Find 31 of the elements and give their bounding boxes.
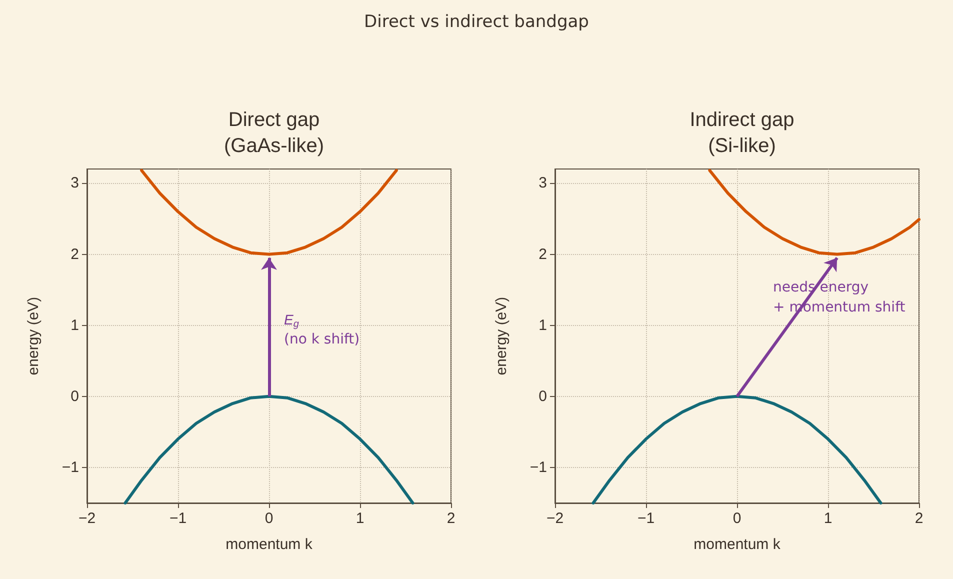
x-tick-label: 0 — [732, 510, 742, 527]
chart-title: Indirect gap (Si-like) — [690, 109, 794, 157]
y-tick-label: 2 — [538, 246, 547, 263]
y-axis-title: energy (eV) — [25, 296, 42, 376]
y-axis-title: energy (eV) — [493, 296, 510, 376]
x-tick-label: −2 — [78, 510, 96, 527]
line-series — [708, 168, 920, 256]
y-tick-label: −1 — [62, 458, 79, 476]
x-tick-label: −1 — [637, 510, 655, 527]
x-tick-label: −1 — [169, 510, 187, 527]
line-series — [592, 394, 882, 504]
x-tick-label: 1 — [824, 510, 832, 527]
y-tick-label: 1 — [538, 316, 547, 334]
x-tick-label: 0 — [264, 510, 274, 527]
y-tick-label: 0 — [70, 388, 79, 405]
x-tick-label: −2 — [546, 510, 564, 527]
y-tick-label: −1 — [530, 458, 547, 476]
y-tick-label: 1 — [70, 316, 79, 334]
x-axis-title: momentum k — [694, 536, 781, 553]
line-series — [140, 168, 398, 256]
line-series — [124, 394, 414, 504]
chart-title: Direct gap (GaAs-like) — [224, 109, 324, 157]
y-tick-label: 2 — [70, 246, 79, 263]
y-tick-label: 0 — [538, 388, 547, 405]
y-tick-label: 3 — [538, 174, 547, 192]
x-tick-label: 2 — [446, 510, 456, 527]
y-tick-label: 3 — [70, 174, 79, 192]
x-tick-label: 1 — [356, 510, 364, 527]
x-axis-title: momentum k — [226, 536, 313, 553]
text: Direct vs indirect bandgap — [363, 12, 590, 32]
x-tick-label: 2 — [914, 510, 924, 527]
